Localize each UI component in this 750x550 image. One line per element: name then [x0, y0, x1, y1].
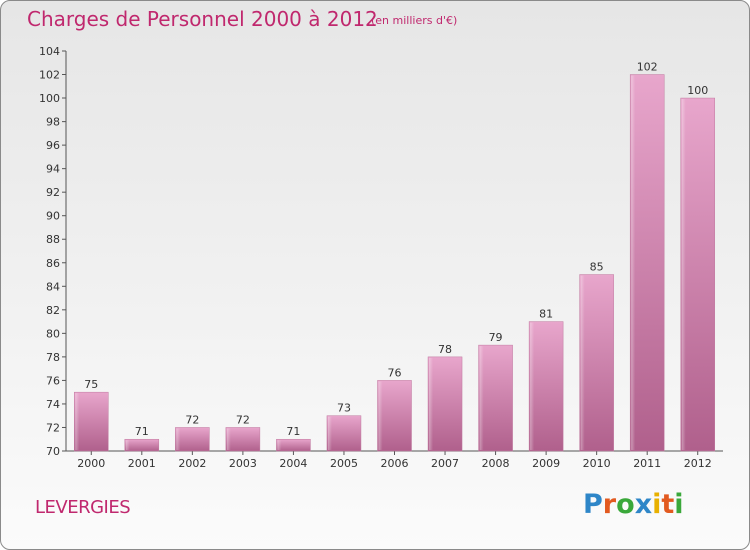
bar-highlight: [530, 322, 535, 450]
bar-value-label: 71: [135, 425, 149, 438]
x-tick-label: 2001: [128, 457, 156, 470]
y-tick-label: 98: [46, 116, 60, 129]
bar: [377, 380, 412, 452]
bar-highlight: [176, 428, 181, 450]
y-tick-label: 72: [46, 421, 60, 434]
bar-highlight: [125, 440, 130, 450]
chart-subtitle: (en milliers d'€): [371, 14, 458, 27]
y-tick-label: 94: [46, 163, 60, 176]
bar-value-label: 76: [388, 366, 402, 379]
bar-value-label: 75: [84, 378, 98, 391]
y-axis: 70 72 74 76 78 80 82 84 86 88 90 92 94 96 98 100 102 104: [39, 45, 67, 458]
y-tick-label: 84: [46, 280, 60, 293]
chart-title: Charges de Personnel 2000 à 2012: [27, 7, 378, 31]
y-tick-label: 80: [46, 327, 60, 340]
y-tick-label: 102: [39, 69, 60, 82]
y-tick-label: 88: [46, 233, 60, 246]
bar-highlight: [631, 75, 636, 450]
bar: [528, 321, 564, 452]
x-axis: 2000 2001 2002 2003 2004 2005 2006 2007 2008 2009…: [66, 450, 723, 470]
bar: [74, 391, 109, 452]
bar-value-label: 78: [438, 343, 452, 356]
x-tick-label: 2010: [583, 457, 611, 470]
x-tick-label: 2011: [633, 457, 661, 470]
bar-highlight: [479, 346, 484, 450]
y-tick-label: 70: [46, 445, 60, 458]
bar: [326, 415, 362, 452]
bar: [579, 274, 614, 452]
bar: [175, 427, 210, 452]
x-tick-label: 2009: [532, 457, 560, 470]
bar-value-label: 79: [489, 331, 503, 344]
y-tick-label: 82: [46, 304, 60, 317]
y-tick-label: 76: [46, 374, 60, 387]
x-tick-label: 2006: [381, 457, 409, 470]
bar-highlight: [378, 381, 383, 450]
y-tick-label: 92: [46, 186, 60, 199]
bar-value-label: 72: [236, 413, 250, 426]
x-tick-label: 2008: [482, 457, 510, 470]
logo-letter: o: [616, 489, 635, 520]
bar-highlight: [226, 428, 231, 450]
bar-highlight: [580, 275, 585, 450]
logo-letter: t: [661, 489, 675, 520]
bar: [276, 438, 311, 452]
bar-value-label: 100: [687, 84, 708, 97]
bar-value-label: 73: [337, 402, 351, 415]
bar-value-label: 85: [590, 261, 604, 274]
x-tick-label: 2004: [279, 457, 307, 470]
bar-highlight: [429, 357, 434, 450]
y-tick-label: 104: [39, 45, 60, 58]
proxiti-logo: Proxiti: [583, 489, 684, 520]
logo-letter: i: [652, 489, 662, 520]
bar-value-label: 102: [637, 61, 658, 74]
bar: [478, 344, 513, 452]
place-name: LEVERGIES: [35, 497, 131, 518]
x-tick-label: 2005: [330, 457, 358, 470]
bar-highlight: [277, 440, 282, 450]
bars: 75 71 72 72 71 73 76 78 79 81 85 102 100: [74, 61, 715, 452]
bar-highlight: [681, 99, 686, 450]
y-tick-label: 96: [46, 139, 60, 152]
x-tick-label: 2003: [229, 457, 257, 470]
bar-highlight: [75, 393, 80, 450]
y-tick-label: 100: [39, 92, 60, 105]
logo-letter: P: [583, 489, 603, 520]
x-tick-label: 2007: [431, 457, 459, 470]
bar: [427, 356, 463, 452]
bar-value-label: 81: [539, 308, 553, 321]
x-tick-label: 2012: [684, 457, 712, 470]
bar: [225, 427, 261, 452]
bar-value-label: 71: [286, 425, 300, 438]
bar-value-label: 72: [185, 413, 199, 426]
x-tick-label: 2000: [77, 457, 105, 470]
logo-letter: i: [674, 489, 684, 520]
y-tick-label: 78: [46, 351, 60, 364]
y-tick-label: 74: [46, 398, 60, 411]
bar: [680, 97, 715, 452]
y-tick-label: 90: [46, 210, 60, 223]
logo-letter: x: [634, 489, 653, 520]
y-tick-label: 86: [46, 257, 60, 270]
bar: [124, 438, 160, 452]
bar-highlight: [327, 416, 332, 450]
x-tick-label: 2002: [178, 457, 206, 470]
bar: [629, 74, 665, 452]
logo-letter: r: [602, 489, 617, 520]
